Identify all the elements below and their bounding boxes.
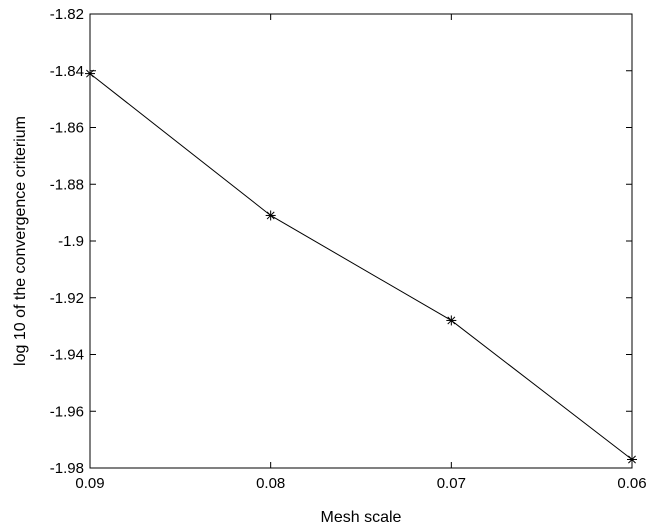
y-tick-label: -1.98 bbox=[50, 460, 84, 477]
y-tick-label: -1.84 bbox=[50, 63, 84, 80]
data-point-marker bbox=[446, 315, 457, 326]
x-tick-label: 0.07 bbox=[437, 475, 466, 492]
series bbox=[85, 68, 637, 465]
x-tick-label: 0.08 bbox=[256, 475, 285, 492]
y-tick-label: -1.92 bbox=[50, 290, 84, 307]
y-tick-label: -1.96 bbox=[50, 403, 84, 420]
y-tick-label: -1.88 bbox=[50, 176, 84, 193]
y-axis-title: log 10 of the convergence criterium bbox=[12, 116, 29, 366]
x-tick-label: 0.09 bbox=[75, 475, 104, 492]
y-tick-label: -1.9 bbox=[58, 233, 84, 250]
x-axis-ticks: 0.09 0.08 0.07 0.06 bbox=[75, 14, 647, 492]
data-point-marker bbox=[85, 68, 95, 79]
y-tick-label: -1.82 bbox=[50, 6, 84, 23]
series-line bbox=[89, 73, 633, 460]
y-tick-label: -1.86 bbox=[50, 120, 84, 137]
y-tick-label: -1.94 bbox=[50, 347, 84, 364]
plot-area bbox=[89, 13, 633, 469]
data-point-marker bbox=[627, 454, 637, 465]
y-axis-ticks: -1.82 -1.84 -1.86 -1.88 -1.9 -1.92 -1.94 -1.96 -… bbox=[50, 6, 632, 477]
x-axis-title: Mesh scale bbox=[321, 509, 402, 526]
data-point-marker bbox=[265, 210, 276, 221]
x-tick-label: 0.06 bbox=[617, 475, 646, 492]
